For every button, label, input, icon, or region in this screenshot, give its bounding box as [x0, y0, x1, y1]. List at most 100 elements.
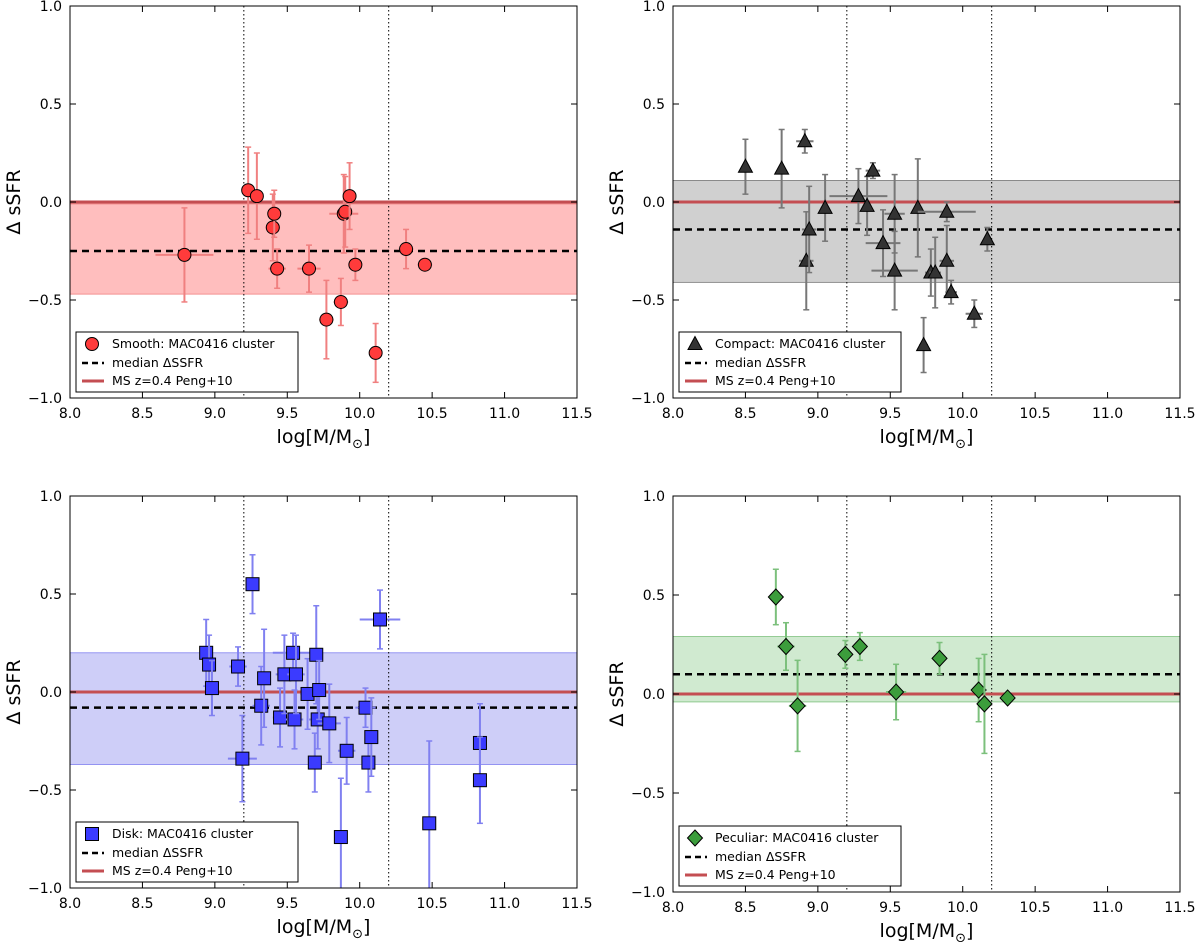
plot-area [673, 496, 1180, 892]
legend-box [678, 331, 902, 393]
y-tick-label: 1.0 [40, 489, 62, 505]
data-point-25 [422, 740, 437, 888]
x-axis-title-close: ] [363, 916, 370, 938]
legend-box [75, 821, 299, 883]
x-tick-label: 10.5 [1020, 900, 1051, 916]
marker-triangle [875, 234, 891, 250]
x-tick-label: 9.0 [204, 896, 226, 912]
y-tick-label: 0.5 [643, 97, 665, 113]
marker-square [364, 730, 379, 745]
marker-diamond [851, 637, 869, 656]
data-point-12 [909, 158, 926, 258]
data-point-4 [851, 631, 869, 662]
data-point-8 [333, 277, 349, 327]
marker-circle [417, 257, 432, 272]
marker-square [286, 645, 301, 660]
y-axis-title: Δ sSFR [3, 659, 25, 724]
marker-circle [319, 312, 334, 327]
marker-square [361, 755, 376, 770]
data-point-14 [398, 228, 414, 270]
marker-square [231, 659, 246, 674]
marker-diamond [777, 637, 795, 656]
x-tick-label: 10.0 [947, 900, 978, 916]
data-point-8 [865, 162, 881, 180]
y-tick-label: 0.0 [643, 687, 665, 703]
y-tick-label: −1.0 [28, 391, 62, 407]
data-point-24 [359, 589, 401, 650]
marker-diamond [999, 689, 1016, 707]
scatter-band [673, 636, 1180, 703]
marker-triangle [850, 187, 867, 203]
data-point-2 [249, 152, 264, 240]
data-point-6 [931, 641, 948, 675]
x-tick-label: 8.0 [59, 406, 81, 422]
data-point-8 [976, 653, 993, 755]
marker-triangle [943, 283, 959, 299]
x-axis-title-close: ] [966, 920, 973, 942]
marker-square [339, 743, 354, 758]
data-point-13 [368, 322, 383, 384]
x-axis-title-sub: ⊙ [352, 437, 363, 452]
panel-peculiar: 8.0 8.5 9.0 9.5 10.0 10.5 11.0 11.5 −1.0 −0.5 0.0 0… [606, 489, 1196, 942]
marker-triangle [966, 305, 983, 320]
x-tick-label: 9.5 [276, 896, 298, 912]
y-tick-label: −0.5 [631, 293, 665, 309]
marker-triangle [886, 262, 903, 277]
legend: Compact: MAC0416 cluster median ΔSSFR MS z… [678, 331, 902, 393]
data-point-11 [342, 162, 357, 231]
data-point-20 [337, 716, 356, 785]
x-tick-label: 11.5 [561, 406, 592, 422]
marker-square [333, 830, 348, 845]
x-axis-title-main: log[M/M [277, 916, 353, 938]
x-axis-title-close: ] [966, 426, 973, 448]
x-tick-label: 11.0 [1092, 406, 1123, 422]
y-tick-label: 0.5 [40, 97, 62, 113]
marker-diamond [837, 645, 854, 664]
x-tick-label: 10.0 [344, 896, 375, 912]
marker-circle [348, 257, 363, 272]
x-axis-title-main: log[M/M [880, 920, 956, 942]
marker-circle [265, 220, 280, 235]
marker-square [287, 712, 302, 727]
x-tick-label: 11.5 [1164, 900, 1195, 916]
x-tick-label: 8.0 [662, 900, 684, 916]
data-point-15 [927, 236, 944, 309]
marker-diamond [976, 695, 993, 713]
x-tick-label: 9.0 [204, 406, 226, 422]
marker-triangle [909, 199, 926, 214]
data-point-11 [285, 689, 304, 750]
legend-median-label: median ΔSSFR [112, 845, 203, 860]
marker-circle [249, 189, 264, 204]
x-tick-label: 8.5 [734, 900, 756, 916]
marker-circle [177, 247, 192, 262]
data-point-10 [338, 175, 353, 248]
data-point-23 [364, 697, 379, 778]
marker-square [257, 671, 272, 686]
plot-area [70, 496, 577, 888]
scatter-band [70, 203, 577, 295]
marker-circle [267, 206, 282, 221]
y-tick-label: −0.5 [28, 293, 62, 309]
marker-triangle [915, 336, 932, 352]
legend-series-label: Compact: MAC0416 cluster [715, 336, 886, 351]
legend-median-label: median ΔSSFR [715, 849, 806, 864]
x-tick-label: 9.5 [276, 406, 298, 422]
marker-diamond [887, 683, 905, 701]
x-tick-label: 8.5 [131, 406, 153, 422]
y-tick-label: 0.5 [40, 587, 62, 603]
data-point-3 [229, 646, 247, 687]
marker-square [245, 577, 260, 592]
data-point-18 [943, 279, 959, 305]
legend-series-label: Disk: MAC0416 cluster [112, 826, 254, 841]
legend-ms-label: MS z=0.4 Peng+10 [112, 863, 233, 878]
y-axis-title: Δ sSFR [606, 169, 628, 234]
x-tick-label: 10.5 [417, 406, 448, 422]
x-tick-label: 9.0 [807, 406, 829, 422]
legend-box [678, 825, 902, 887]
legend-marker-square [85, 827, 99, 841]
marker-diamond [931, 649, 948, 668]
panel-smooth: 8.0 8.5 9.0 9.5 10.0 10.5 11.0 11.5 −1.0 −0.5 0.0 0… [3, 0, 593, 452]
panel-compact: 8.0 8.5 9.0 9.5 10.0 10.5 11.0 11.5 −1.0 −0.5 0.0 0… [606, 0, 1196, 452]
data-point-1 [773, 128, 790, 209]
legend-median-label: median ΔSSFR [715, 355, 806, 370]
